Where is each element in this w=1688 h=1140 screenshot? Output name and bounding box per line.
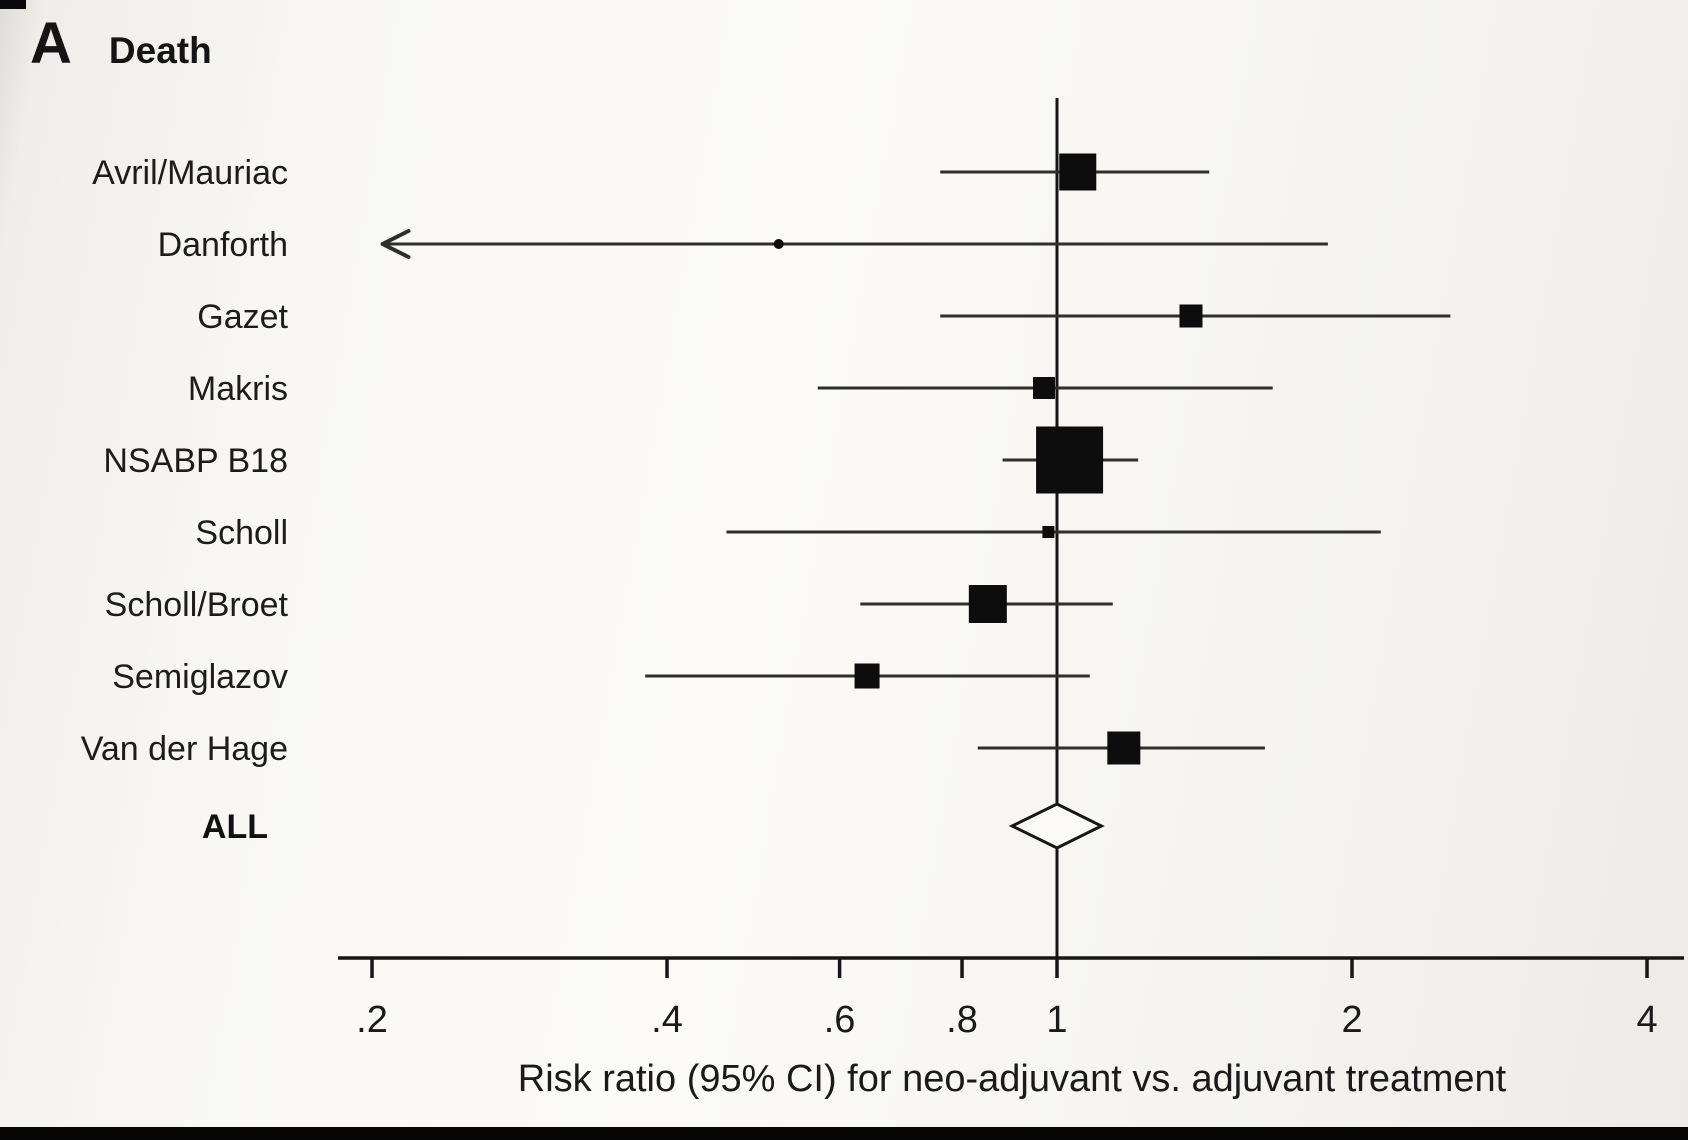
study-label: Avril/Mauriac (92, 154, 288, 192)
study-label: Semiglazov (112, 658, 288, 696)
summary-label: ALL (202, 808, 268, 846)
panel-label: A (30, 11, 73, 76)
study-label: Scholl/Broet (105, 586, 289, 624)
x-axis-tick-label: 4 (1636, 999, 1657, 1041)
point-estimate (773, 239, 784, 249)
scan-corner-mark (0, 0, 26, 9)
study-label: Gazet (197, 298, 288, 336)
point-estimate (1107, 731, 1141, 765)
study-label: Makris (188, 370, 288, 408)
point-estimate (1042, 526, 1055, 538)
study-label: Van der Hage (81, 730, 288, 768)
study-label: Scholl (195, 514, 288, 552)
figure-title: Death (108, 30, 212, 71)
offscale-arrow (380, 229, 411, 259)
x-axis-tick-label: .6 (824, 999, 856, 1041)
figure-header: A Death (30, 10, 212, 77)
point-estimate (854, 663, 880, 689)
summary-diamond (1008, 802, 1105, 850)
point-estimate (968, 585, 1007, 623)
study-label: NSABP B18 (103, 442, 288, 480)
point-estimate (1036, 426, 1104, 494)
x-axis-label: Risk ratio (95% CI) for neo-adjuvant vs.… (517, 1058, 1507, 1100)
x-axis-tick-label: 2 (1341, 999, 1362, 1041)
point-estimate (1179, 304, 1203, 328)
point-estimate (1059, 153, 1097, 191)
x-axis-tick-label: .8 (946, 999, 978, 1041)
study-label: Danforth (158, 226, 288, 264)
x-axis-tick-label: .2 (356, 999, 388, 1041)
x-axis-tick-label: .4 (651, 999, 683, 1041)
scan-bottom-edge (0, 1127, 1688, 1140)
point-estimate (1033, 377, 1056, 399)
x-axis-tick-label: 1 (1046, 999, 1067, 1041)
